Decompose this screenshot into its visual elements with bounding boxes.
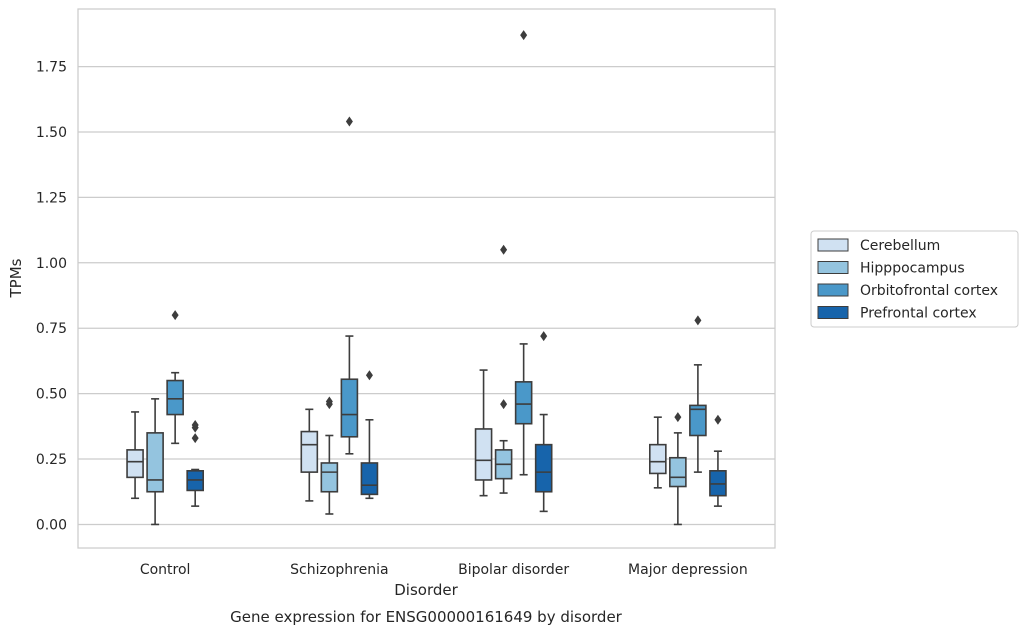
boxes [126, 30, 727, 526]
box-group [146, 398, 164, 526]
outlier-point [365, 370, 373, 381]
legend-frame [810, 230, 1019, 328]
outlier-point [714, 414, 722, 425]
outlier-point [191, 420, 199, 431]
gridlines [78, 65, 775, 526]
box-group [126, 411, 144, 500]
legend-swatch [817, 238, 849, 252]
box [669, 456, 687, 488]
box-group [514, 30, 533, 476]
box-group [300, 408, 319, 502]
x-tick-label: Major depression [628, 562, 748, 578]
y-tick-label: 0.00 [36, 517, 67, 533]
legend: Cerebellum Hipppocampus Orbitofrontal cort… [810, 230, 1019, 328]
chart-caption: Gene expression for ENSG00000161649 by d… [230, 608, 623, 626]
box-group [474, 369, 493, 497]
box [166, 379, 184, 416]
box-group [669, 412, 687, 526]
box [649, 443, 667, 475]
box-group [494, 244, 513, 494]
outlier-point [520, 30, 528, 41]
legend-swatch [817, 261, 849, 274]
box [474, 428, 493, 481]
box [300, 430, 319, 473]
legend-label: Orbitofrontal cortex [860, 283, 998, 299]
x-tick-label: Bipolar disorder [458, 562, 569, 578]
y-tick-label: 0.25 [36, 452, 67, 468]
y-tick-label: 0.75 [36, 321, 67, 337]
outlier-point [500, 244, 508, 255]
y-tick-label: 1.50 [36, 125, 67, 141]
y-tick-label: 1.00 [36, 256, 67, 272]
outlier-point [345, 116, 353, 127]
legend-swatch [817, 283, 849, 297]
box-group [534, 331, 553, 513]
legend-label: Cerebellum [860, 238, 940, 254]
x-tick-labels: Control Schizophrenia Bipolar disorder Majo… [140, 562, 748, 578]
outlier-point [500, 399, 508, 410]
box [360, 462, 379, 496]
box [126, 449, 144, 479]
box-group [709, 414, 727, 507]
x-tick-label: Schizophrenia [290, 562, 388, 578]
outlier-point [694, 315, 702, 326]
outlier-point [674, 412, 682, 423]
box [689, 404, 707, 437]
legend-swatch [817, 306, 849, 319]
box-group [340, 116, 359, 455]
x-axis-label: Disorder [394, 581, 458, 599]
box-group [360, 370, 379, 500]
box [514, 381, 533, 425]
box-group [649, 416, 667, 489]
plot-frame [77, 8, 776, 549]
box-group [320, 396, 339, 515]
box [340, 378, 359, 438]
y-tick-label: 0.50 [36, 387, 67, 403]
y-tick-labels: 0.00 0.25 0.50 0.75 1.00 1.25 1.50 1.75 [36, 60, 67, 534]
outlier-point [540, 331, 548, 342]
legend-label: Hipppocampus [860, 261, 965, 277]
box-group [689, 315, 707, 473]
legend-items: Cerebellum Hipppocampus Orbitofrontal cort… [817, 238, 998, 322]
outlier-point [171, 310, 179, 321]
box-group [166, 310, 184, 445]
box [146, 432, 164, 493]
y-tick-label: 1.25 [36, 190, 67, 206]
x-tick-label: Control [140, 562, 191, 578]
box [534, 443, 553, 493]
y-axis-label: TPMs [7, 258, 25, 298]
outlier-point [325, 396, 333, 407]
box-group [186, 420, 204, 507]
outlier-point [191, 433, 199, 444]
legend-label: Prefrontal cortex [860, 306, 977, 322]
box [320, 462, 339, 493]
y-tick-label: 1.75 [36, 60, 67, 76]
